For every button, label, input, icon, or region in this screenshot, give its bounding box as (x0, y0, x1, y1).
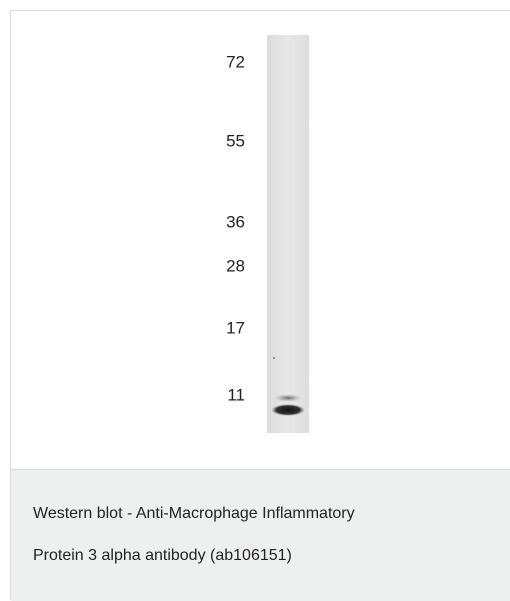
figure-card: 72 55 36 28 17 11 Western blot - Anti-Ma… (10, 10, 510, 600)
blot-band (271, 404, 305, 416)
caption-line: Protein 3 alpha antibody (ab106151) (33, 547, 292, 565)
marker-label: 55 (226, 131, 245, 150)
marker-label: 17 (226, 318, 245, 337)
blot-speck (273, 357, 275, 359)
marker-label: 28 (226, 256, 245, 275)
caption: Western blot - Anti-Macrophage Inflammat… (11, 469, 510, 601)
marker-label: 72 (226, 52, 245, 71)
marker-label: 36 (226, 212, 245, 231)
blot-band (274, 394, 302, 402)
caption-line: Western blot - Anti-Macrophage Inflammat… (33, 505, 355, 523)
western-blot: 72 55 36 28 17 11 (11, 11, 510, 469)
figure-image: 72 55 36 28 17 11 (11, 11, 510, 469)
blot-lane (267, 35, 309, 433)
marker-label: 11 (227, 385, 245, 404)
